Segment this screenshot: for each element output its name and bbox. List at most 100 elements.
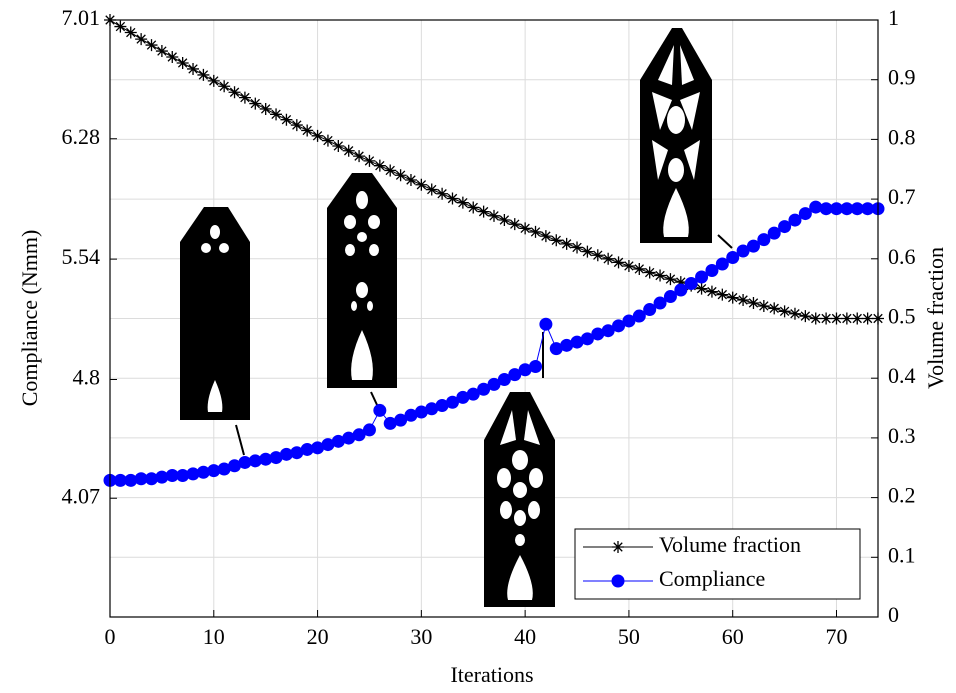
star-marker [311, 129, 324, 142]
x-tick-label: 60 [722, 624, 744, 649]
circle-marker [705, 264, 719, 278]
circle-marker [362, 423, 376, 437]
circle-marker [477, 382, 491, 396]
star-marker [581, 245, 594, 258]
circle-marker [383, 416, 397, 430]
y2-tick-label: 0.4 [888, 363, 916, 388]
circle-marker [861, 202, 875, 216]
star-marker [737, 293, 750, 306]
circle-marker [321, 438, 335, 452]
circle-marker [311, 441, 325, 455]
circle-marker [445, 395, 459, 409]
circle-marker [435, 399, 449, 413]
circle-marker [248, 454, 262, 468]
star-marker [654, 269, 667, 282]
circle-marker [736, 244, 750, 258]
circle-marker [404, 408, 418, 422]
star-marker [321, 134, 334, 147]
star-marker [799, 310, 812, 323]
y2-tick-label: 0.3 [888, 423, 916, 448]
legend-label: Compliance [659, 566, 765, 591]
star-marker [778, 305, 791, 318]
circle-marker [549, 342, 563, 356]
x-tick-label: 50 [618, 624, 640, 649]
star-marker [633, 262, 646, 275]
star-marker [726, 291, 739, 304]
star-marker [757, 299, 770, 312]
circle-marker [695, 270, 709, 284]
circle-marker [757, 233, 771, 247]
circle-marker [726, 250, 740, 264]
star-marker [529, 225, 542, 238]
topology-4 [640, 28, 733, 249]
circle-marker [186, 467, 200, 481]
star-marker [342, 144, 355, 157]
x-tick-label: 30 [410, 624, 432, 649]
star-marker [602, 252, 615, 265]
star-marker [353, 150, 366, 163]
circle-marker [508, 368, 522, 382]
y2-tick-label: 0 [888, 602, 899, 627]
star-marker [830, 312, 843, 325]
star-marker [716, 288, 729, 301]
y2-tick-label: 0.6 [888, 244, 916, 269]
circle-marker [456, 390, 470, 404]
star-marker [539, 230, 552, 243]
x-tick-label: 40 [514, 624, 536, 649]
x-tick-label: 0 [105, 624, 116, 649]
star-marker [498, 213, 511, 226]
star-marker [332, 139, 345, 152]
star-marker [591, 249, 604, 262]
circle-marker [497, 373, 511, 387]
plot-marks [103, 14, 885, 487]
y2-axis-label: Volume fraction [923, 247, 948, 389]
star-marker [560, 237, 573, 250]
x-tick-label: 70 [825, 624, 847, 649]
circle-marker [611, 574, 625, 588]
circle-marker [684, 277, 698, 291]
circle-marker [715, 257, 729, 271]
circle-marker [674, 283, 688, 297]
y-tick-label: 7.01 [62, 5, 101, 30]
star-marker [861, 312, 874, 325]
star-marker [508, 218, 521, 231]
topology-3 [484, 332, 555, 607]
star-marker [176, 56, 189, 69]
legend: Volume fraction Compliance [574, 528, 861, 600]
star-marker [622, 259, 635, 272]
circle-marker [591, 327, 605, 341]
circle-marker [632, 309, 646, 323]
circle-marker [352, 428, 366, 442]
star-marker [135, 33, 148, 46]
star-marker [840, 312, 853, 325]
x-tick-label: 20 [307, 624, 329, 649]
circle-marker [124, 473, 138, 487]
y-axis-label: Compliance (Nmm) [17, 230, 42, 407]
star-marker [270, 108, 283, 121]
circle-marker [259, 452, 273, 466]
star-marker [197, 68, 210, 81]
star-marker [228, 86, 241, 99]
star-marker [456, 196, 469, 209]
circle-marker [653, 296, 667, 310]
topology-insets [180, 28, 733, 607]
star-marker [415, 178, 428, 191]
circle-marker [290, 446, 304, 460]
star-marker [145, 39, 158, 52]
circle-marker [622, 314, 636, 328]
x-tick-label: 10 [203, 624, 225, 649]
circle-marker [207, 464, 221, 478]
star-marker [290, 119, 303, 132]
star-marker [363, 154, 376, 167]
y2-tick-label: 0.9 [888, 65, 916, 90]
star-marker [249, 97, 262, 110]
circle-marker [238, 455, 252, 469]
y2-tick-label: 0.1 [888, 542, 916, 567]
circle-marker [840, 202, 854, 216]
circle-marker [850, 202, 864, 216]
circle-marker [746, 239, 760, 253]
y2-tick-label: 1 [888, 5, 899, 30]
circle-marker [798, 207, 812, 221]
circle-marker [414, 405, 428, 419]
star-marker [820, 312, 833, 325]
